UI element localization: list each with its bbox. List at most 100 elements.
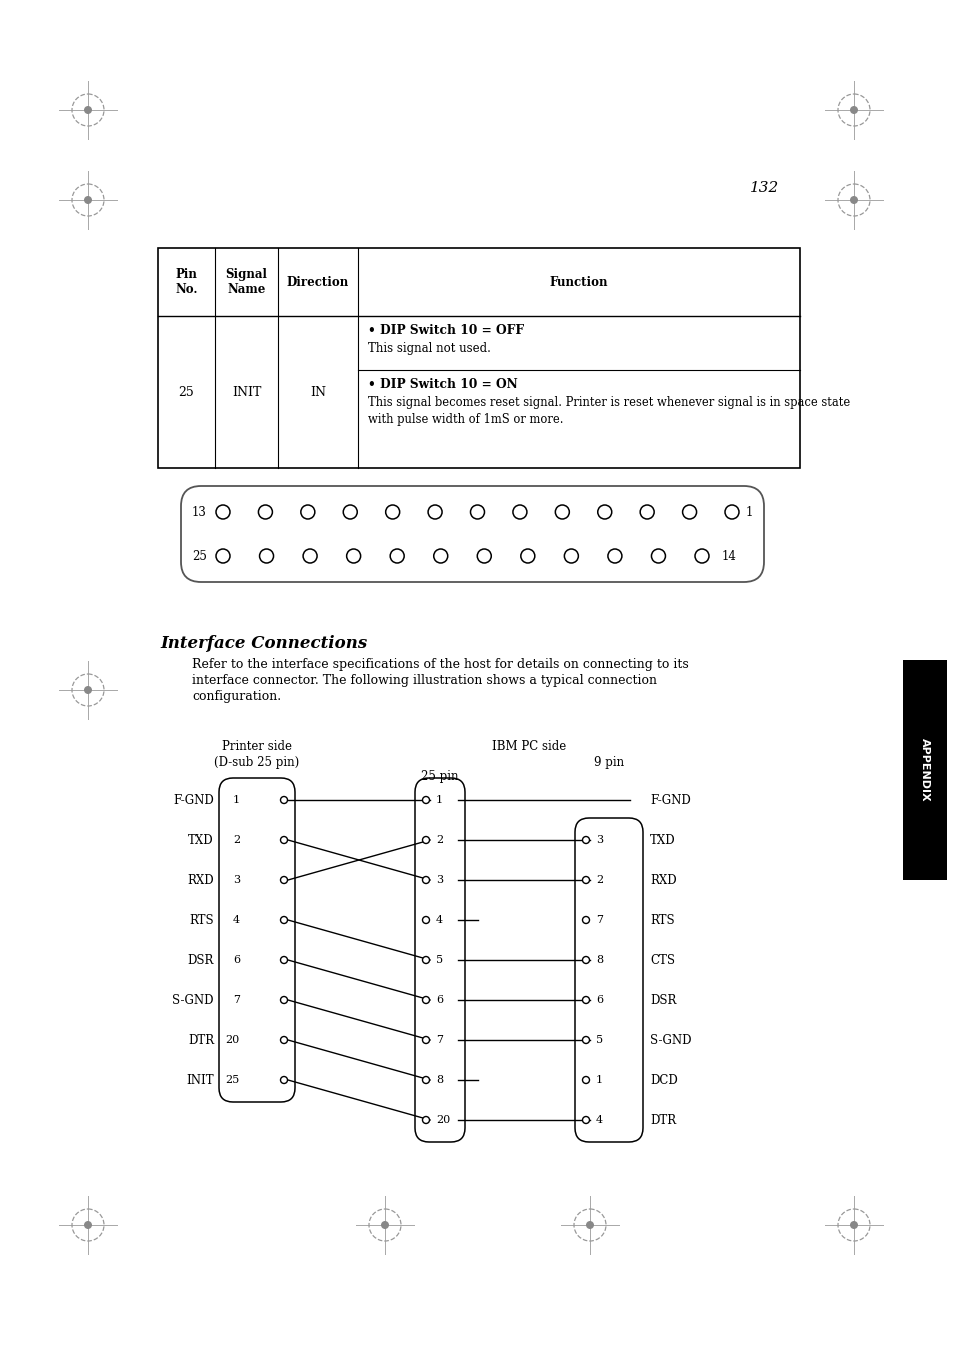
Text: 13: 13 bbox=[192, 505, 207, 519]
Circle shape bbox=[849, 196, 857, 204]
Text: 20: 20 bbox=[226, 1035, 240, 1046]
Circle shape bbox=[422, 1036, 429, 1043]
Circle shape bbox=[215, 505, 230, 519]
Text: 4: 4 bbox=[436, 915, 442, 925]
Circle shape bbox=[380, 1221, 389, 1229]
Circle shape bbox=[84, 686, 91, 694]
FancyBboxPatch shape bbox=[219, 778, 294, 1102]
Text: TXD: TXD bbox=[649, 834, 675, 847]
Circle shape bbox=[343, 505, 356, 519]
Text: 1: 1 bbox=[596, 1075, 602, 1085]
Text: 9 pin: 9 pin bbox=[594, 757, 623, 769]
Circle shape bbox=[280, 957, 287, 963]
Text: 1: 1 bbox=[233, 794, 240, 805]
Text: This signal becomes reset signal. Printer is reset whenever signal is in space s: This signal becomes reset signal. Printe… bbox=[368, 396, 849, 409]
Text: configuration.: configuration. bbox=[192, 690, 281, 703]
Text: 7: 7 bbox=[233, 994, 240, 1005]
Circle shape bbox=[555, 505, 569, 519]
Text: DTR: DTR bbox=[649, 1113, 676, 1127]
Text: 25: 25 bbox=[192, 550, 207, 562]
Circle shape bbox=[585, 1221, 594, 1229]
Text: IN: IN bbox=[310, 385, 326, 399]
Circle shape bbox=[84, 1221, 91, 1229]
Text: INIT: INIT bbox=[186, 1074, 213, 1086]
Circle shape bbox=[280, 797, 287, 804]
Circle shape bbox=[422, 997, 429, 1004]
Circle shape bbox=[258, 505, 273, 519]
Circle shape bbox=[215, 549, 230, 563]
Circle shape bbox=[520, 549, 535, 563]
Text: DSR: DSR bbox=[649, 993, 676, 1006]
Circle shape bbox=[280, 1077, 287, 1084]
Circle shape bbox=[280, 877, 287, 884]
Circle shape bbox=[422, 877, 429, 884]
Circle shape bbox=[346, 549, 360, 563]
Text: 8: 8 bbox=[596, 955, 602, 965]
Text: 25: 25 bbox=[226, 1075, 240, 1085]
FancyBboxPatch shape bbox=[415, 778, 464, 1142]
Text: 2: 2 bbox=[596, 875, 602, 885]
Text: 2: 2 bbox=[436, 835, 442, 844]
Text: DSR: DSR bbox=[188, 954, 213, 966]
Circle shape bbox=[639, 505, 654, 519]
Circle shape bbox=[582, 1077, 589, 1084]
Text: F-GND: F-GND bbox=[173, 793, 213, 807]
Text: 3: 3 bbox=[596, 835, 602, 844]
Text: Signal
Name: Signal Name bbox=[225, 267, 267, 296]
Circle shape bbox=[564, 549, 578, 563]
Circle shape bbox=[849, 1221, 857, 1229]
Circle shape bbox=[582, 916, 589, 924]
Circle shape bbox=[280, 1036, 287, 1043]
Circle shape bbox=[695, 549, 708, 563]
Text: 6: 6 bbox=[596, 994, 602, 1005]
Circle shape bbox=[422, 1077, 429, 1084]
Text: 4: 4 bbox=[596, 1115, 602, 1125]
Text: APPENDIX: APPENDIX bbox=[919, 738, 929, 801]
Circle shape bbox=[303, 549, 316, 563]
Text: S-GND: S-GND bbox=[172, 993, 213, 1006]
Text: 20: 20 bbox=[436, 1115, 450, 1125]
Circle shape bbox=[582, 836, 589, 843]
Text: Refer to the interface specifications of the host for details on connecting to i: Refer to the interface specifications of… bbox=[192, 658, 688, 671]
FancyBboxPatch shape bbox=[575, 817, 642, 1142]
Circle shape bbox=[607, 549, 621, 563]
Text: 25: 25 bbox=[178, 385, 194, 399]
Text: (D-sub 25 pin): (D-sub 25 pin) bbox=[214, 757, 299, 769]
Circle shape bbox=[259, 549, 274, 563]
Text: 1: 1 bbox=[436, 794, 442, 805]
Text: 7: 7 bbox=[436, 1035, 442, 1046]
Circle shape bbox=[422, 916, 429, 924]
Circle shape bbox=[651, 549, 665, 563]
Text: 2: 2 bbox=[233, 835, 240, 844]
Circle shape bbox=[84, 196, 91, 204]
Circle shape bbox=[422, 836, 429, 843]
Text: interface connector. The following illustration shows a typical connection: interface connector. The following illus… bbox=[192, 674, 657, 688]
Text: 25 pin: 25 pin bbox=[421, 770, 458, 784]
Bar bbox=[158, 249, 800, 467]
Text: 1: 1 bbox=[745, 505, 753, 519]
Circle shape bbox=[422, 1116, 429, 1124]
Circle shape bbox=[300, 505, 314, 519]
Text: RXD: RXD bbox=[187, 874, 213, 886]
Text: Function: Function bbox=[549, 276, 608, 289]
Circle shape bbox=[849, 105, 857, 113]
Text: S-GND: S-GND bbox=[649, 1034, 691, 1047]
Circle shape bbox=[582, 997, 589, 1004]
Circle shape bbox=[513, 505, 526, 519]
Circle shape bbox=[434, 549, 447, 563]
Circle shape bbox=[582, 957, 589, 963]
Circle shape bbox=[598, 505, 611, 519]
Text: CTS: CTS bbox=[649, 954, 675, 966]
Text: RTS: RTS bbox=[649, 913, 674, 927]
Text: 6: 6 bbox=[436, 994, 442, 1005]
Text: RTS: RTS bbox=[190, 913, 213, 927]
Text: IBM PC side: IBM PC side bbox=[492, 740, 565, 753]
Circle shape bbox=[724, 505, 739, 519]
Text: F-GND: F-GND bbox=[649, 793, 690, 807]
Text: Direction: Direction bbox=[287, 276, 349, 289]
Text: TXD: TXD bbox=[188, 834, 213, 847]
Circle shape bbox=[582, 877, 589, 884]
Text: 5: 5 bbox=[596, 1035, 602, 1046]
Circle shape bbox=[681, 505, 696, 519]
Circle shape bbox=[422, 797, 429, 804]
